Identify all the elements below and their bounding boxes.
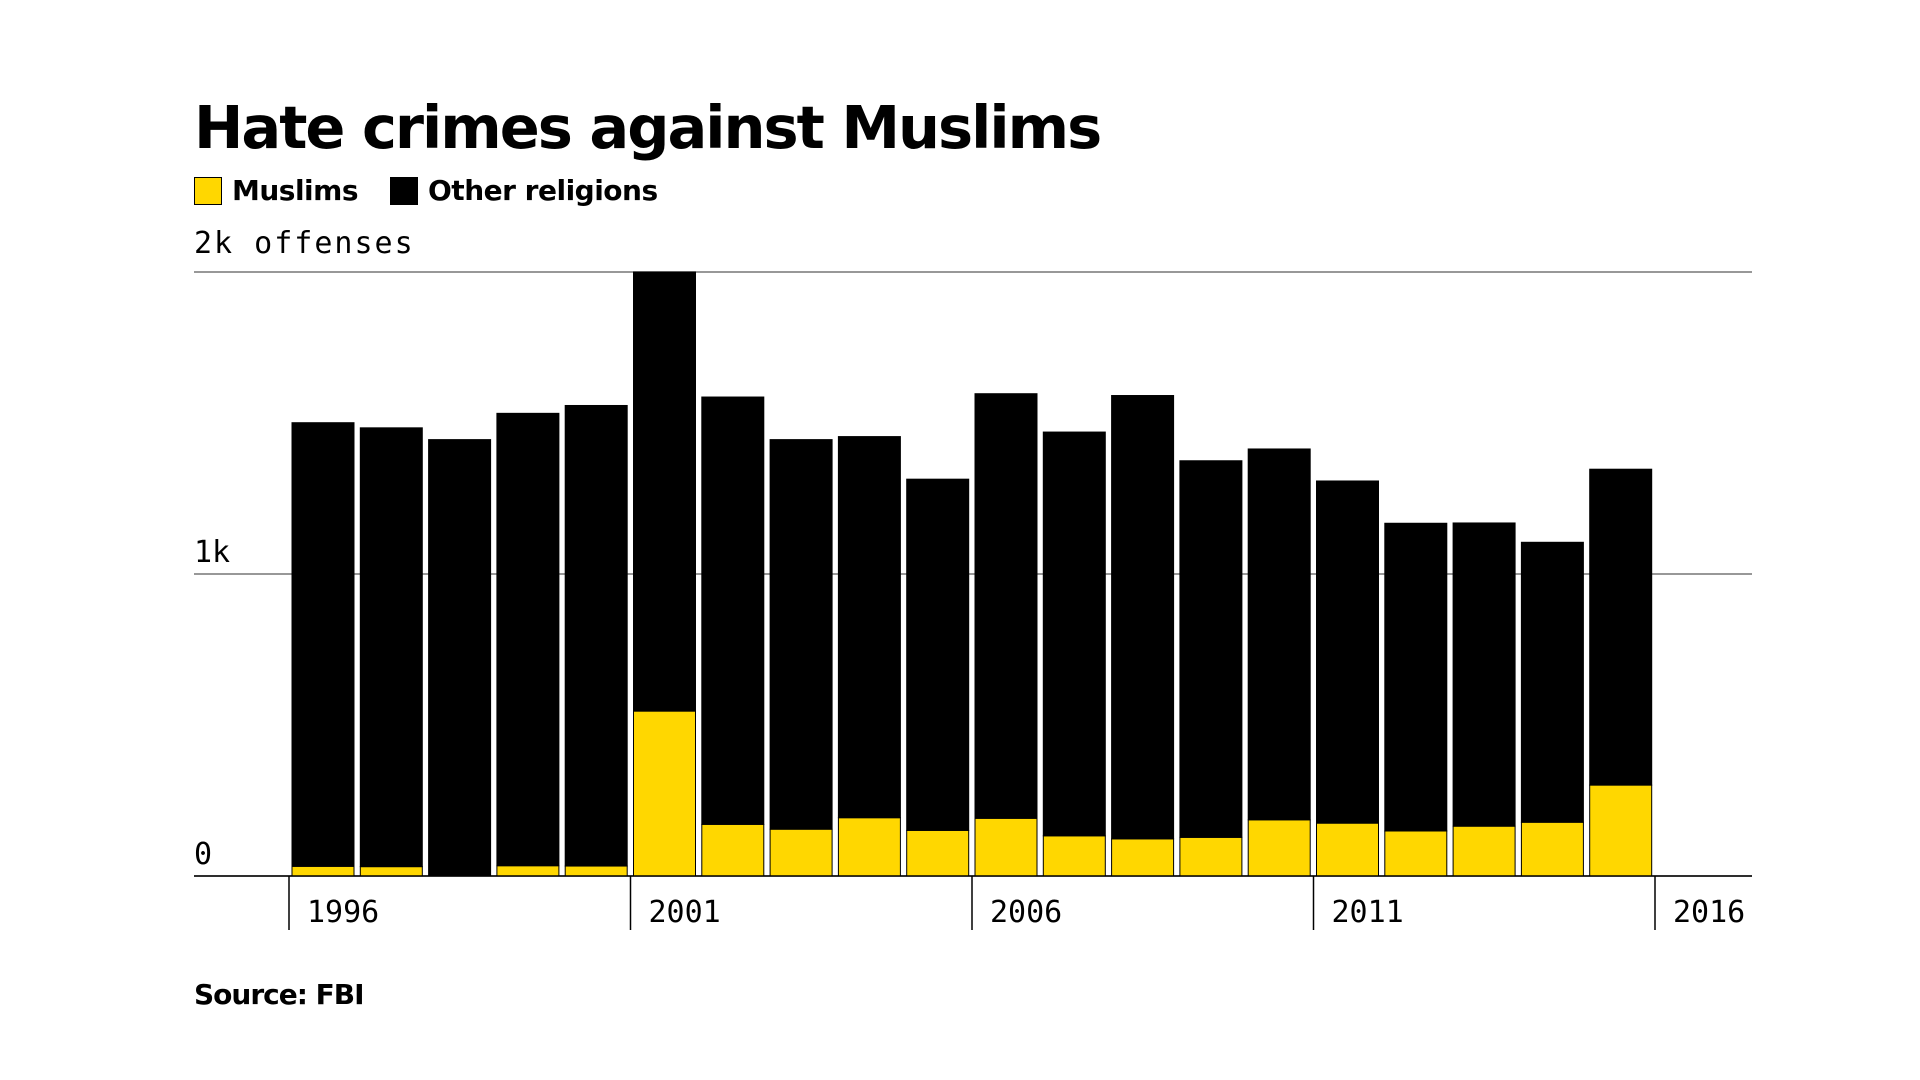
bar-muslims	[701, 823, 765, 877]
bar-muslims	[837, 817, 901, 877]
bar-other-religions	[1042, 431, 1106, 837]
x-tick-label: 2011	[1332, 895, 1404, 930]
bar-other-religions	[769, 439, 833, 830]
chart-title: Hate crimes against Muslims	[194, 93, 1102, 162]
bar-other-religions	[496, 412, 560, 867]
y-axis-unit-label: 2k offenses	[194, 226, 415, 261]
bar-other-religions	[633, 271, 696, 712]
bar-other-religions	[291, 422, 355, 867]
bar-other-religions	[1452, 522, 1516, 827]
x-tick-label: 2006	[990, 895, 1062, 930]
bar-muslims	[974, 817, 1038, 877]
bar-other-religions	[1316, 480, 1379, 824]
legend-swatch-other-religions	[390, 176, 418, 205]
bar-muslims	[633, 710, 696, 877]
bar-muslims	[1452, 825, 1516, 877]
source-note: Source: FBI	[194, 978, 365, 1011]
bar-other-religions	[1247, 448, 1311, 821]
bar-muslims	[1316, 822, 1379, 877]
legend-swatch-muslims	[194, 176, 222, 205]
bar-other-religions	[1520, 541, 1584, 823]
legend-item-muslims: Muslims	[194, 174, 359, 207]
bar-other-religions	[359, 427, 423, 868]
y-tick-label: 0	[194, 837, 212, 872]
bar-muslims	[906, 829, 970, 877]
bar-muslims	[1520, 821, 1584, 877]
legend-label-muslims: Muslims	[232, 174, 359, 207]
legend: Muslims Other religions	[194, 174, 690, 207]
bar-other-religions	[701, 396, 765, 825]
bar-other-religions	[1179, 460, 1243, 838]
bar-muslims	[496, 865, 560, 877]
bar-muslims	[1179, 836, 1243, 877]
x-tick-label: 2001	[649, 895, 721, 930]
legend-item-other-religions: Other religions	[390, 174, 658, 207]
bar-other-religions	[837, 436, 901, 819]
bar-muslims	[1589, 784, 1653, 877]
bar-muslims	[1384, 830, 1448, 877]
bar-other-religions	[428, 439, 492, 877]
bar-other-religions	[1384, 522, 1448, 832]
y-tick-label: 1k	[194, 535, 230, 570]
bar-muslims	[1247, 819, 1311, 877]
bar-other-religions	[974, 393, 1038, 819]
bar-muslims	[291, 865, 355, 877]
bar-other-religions	[906, 478, 970, 831]
bar-other-religions	[1111, 395, 1175, 840]
bar-other-religions	[564, 404, 628, 867]
bar-other-religions	[1589, 468, 1653, 786]
x-tick-label: 1996	[307, 895, 379, 930]
bar-muslims	[1111, 838, 1175, 877]
bar-muslims	[1042, 835, 1106, 877]
legend-label-other-religions: Other religions	[428, 174, 658, 207]
bar-muslims	[359, 866, 423, 877]
bar-muslims	[564, 865, 628, 877]
bar-muslims	[769, 828, 833, 877]
x-tick-label: 2016	[1673, 895, 1745, 930]
